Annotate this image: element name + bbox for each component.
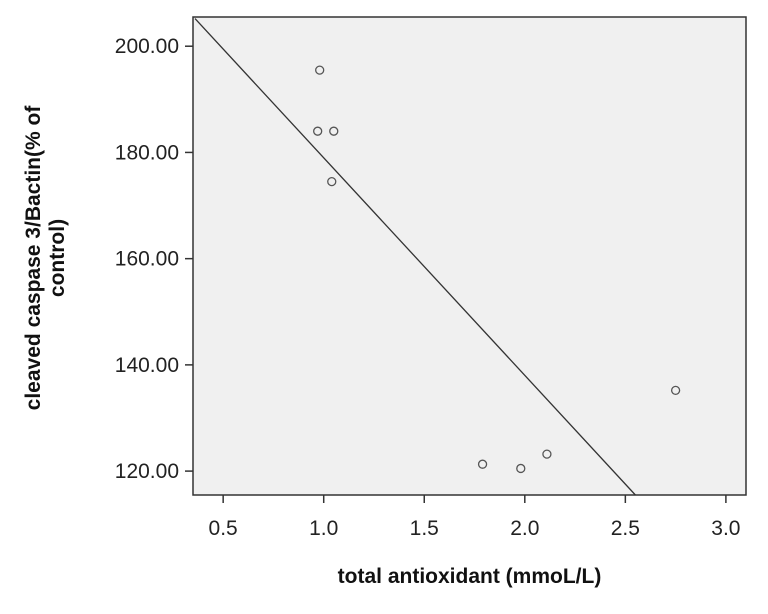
- y-tick-label: 200.00: [115, 35, 179, 58]
- y-tick-label: 120.00: [115, 460, 179, 483]
- y-axis-label-line: control): [46, 219, 69, 297]
- y-tick-label: 160.00: [115, 248, 179, 271]
- y-axis-label: cleaved caspase 3/Bactin(% ofcontrol): [22, 105, 69, 411]
- regression-line: [194, 18, 636, 496]
- data-points: [313, 65, 681, 474]
- y-axis-label-line: cleaved caspase 3/Bactin(% of: [22, 105, 45, 411]
- x-tick-label: 3.0: [711, 517, 740, 540]
- y-tick-label: 140.00: [115, 354, 179, 377]
- x-tick-label: 1.0: [309, 517, 338, 540]
- data-point: [670, 385, 681, 396]
- y-axis: 120.00 140.00 160.00 180.00 200.00: [115, 35, 193, 483]
- x-axis-label: total antioxidant (mmoL/L): [338, 565, 602, 588]
- plot-area: [192, 16, 747, 496]
- data-point: [477, 459, 488, 469]
- data-point: [329, 126, 339, 136]
- x-tick-label: 0.5: [209, 517, 238, 540]
- x-tick-label: 1.5: [410, 517, 439, 540]
- y-tick-label: 180.00: [115, 141, 179, 164]
- data-point: [315, 65, 325, 75]
- data-point: [313, 126, 323, 136]
- data-point: [516, 463, 526, 474]
- x-axis: 0.5 1.0 1.5 2.0 2.5 3.0: [209, 495, 740, 540]
- data-point: [327, 176, 337, 187]
- x-tick-label: 2.0: [510, 517, 539, 540]
- x-tick-label: 2.5: [611, 517, 640, 540]
- data-point: [542, 449, 552, 459]
